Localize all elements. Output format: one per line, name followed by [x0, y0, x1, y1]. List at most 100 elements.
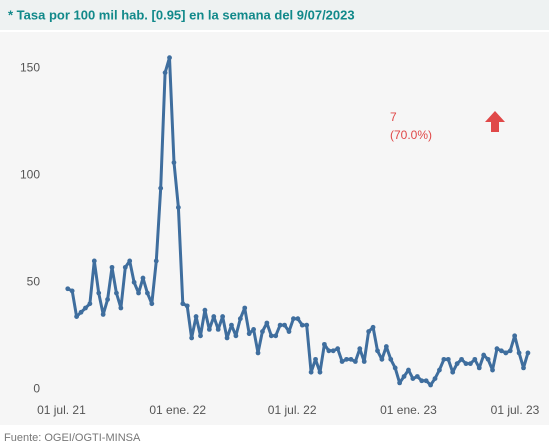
- point: [521, 365, 526, 371]
- header-bar: [0, 0, 549, 30]
- point: [237, 316, 243, 322]
- point: [476, 365, 482, 371]
- point: [410, 376, 416, 382]
- up-arrow: [485, 111, 505, 132]
- point: [202, 307, 208, 313]
- point: [406, 367, 411, 373]
- point: [503, 350, 509, 356]
- point: [260, 329, 265, 334]
- point: [114, 290, 119, 296]
- point: [251, 327, 256, 332]
- point: [122, 264, 128, 270]
- plot-background: [0, 32, 549, 425]
- point: [459, 356, 464, 362]
- point: [304, 322, 310, 328]
- y-tick-label: 50: [27, 275, 41, 289]
- x-tick-label: 01 ene. 22: [149, 403, 206, 417]
- point: [96, 290, 102, 296]
- point: [198, 333, 203, 339]
- point: [366, 329, 372, 334]
- point: [485, 356, 491, 362]
- point: [140, 275, 146, 281]
- point: [158, 185, 164, 191]
- point: [370, 324, 376, 330]
- point: [494, 346, 500, 352]
- point: [162, 70, 168, 76]
- annotation: (70.0%): [390, 128, 432, 142]
- point: [206, 327, 212, 332]
- point: [512, 333, 518, 339]
- point: [348, 356, 354, 362]
- point: [136, 290, 141, 296]
- point: [437, 367, 442, 373]
- point: [180, 301, 186, 307]
- x-tick-label: 01 jul. 23: [491, 403, 540, 417]
- point: [326, 348, 332, 354]
- point: [330, 348, 336, 354]
- point: [516, 350, 522, 356]
- point: [273, 333, 279, 339]
- x-tick-label: 01 jul. 22: [268, 403, 317, 417]
- point: [308, 369, 314, 375]
- point: [472, 356, 478, 362]
- point: [78, 309, 84, 315]
- point: [83, 305, 88, 311]
- point: [286, 329, 292, 334]
- point: [335, 346, 341, 352]
- point: [65, 286, 71, 292]
- point: [127, 258, 133, 264]
- y-tick-label: 150: [20, 61, 40, 75]
- point: [375, 348, 380, 354]
- point: [211, 314, 217, 319]
- point: [268, 333, 274, 339]
- point: [344, 356, 349, 362]
- x-tick-label: 01 ene. 23: [380, 403, 437, 417]
- point: [401, 374, 407, 379]
- point: [184, 303, 190, 309]
- point: [450, 369, 456, 375]
- point: [317, 369, 323, 375]
- point: [215, 327, 221, 332]
- point: [441, 356, 447, 362]
- point: [291, 316, 296, 322]
- point: [357, 346, 363, 352]
- point: [118, 305, 124, 311]
- point: [481, 352, 487, 358]
- point: [282, 322, 287, 328]
- point: [463, 361, 469, 367]
- point: [224, 335, 230, 341]
- point: [145, 290, 150, 296]
- point: [454, 361, 460, 367]
- point: [299, 322, 305, 328]
- point: [490, 367, 495, 373]
- point: [295, 316, 301, 322]
- point: [379, 356, 385, 362]
- point: [445, 356, 451, 362]
- point: [507, 348, 513, 354]
- point: [105, 297, 110, 302]
- point: [321, 341, 327, 347]
- point: [175, 205, 181, 210]
- point: [525, 350, 531, 356]
- point: [428, 382, 433, 388]
- point: [264, 320, 270, 326]
- point: [313, 356, 318, 362]
- point: [392, 365, 398, 371]
- source: Fuente: OGEI/OGTI-MINSA: [4, 432, 141, 444]
- chart-title: * Tasa por 100 mil hab. [0.95] en la sem…: [8, 7, 355, 22]
- point: [153, 258, 159, 264]
- point: [220, 314, 226, 319]
- point: [383, 344, 389, 349]
- point: [423, 378, 429, 384]
- point: [468, 361, 473, 367]
- point: [69, 288, 75, 294]
- point: [432, 376, 438, 382]
- point: [339, 359, 345, 364]
- point: [255, 350, 261, 356]
- point: [419, 378, 425, 384]
- point: [277, 322, 283, 328]
- point: [246, 331, 252, 337]
- point: [414, 374, 420, 379]
- point: [87, 301, 93, 307]
